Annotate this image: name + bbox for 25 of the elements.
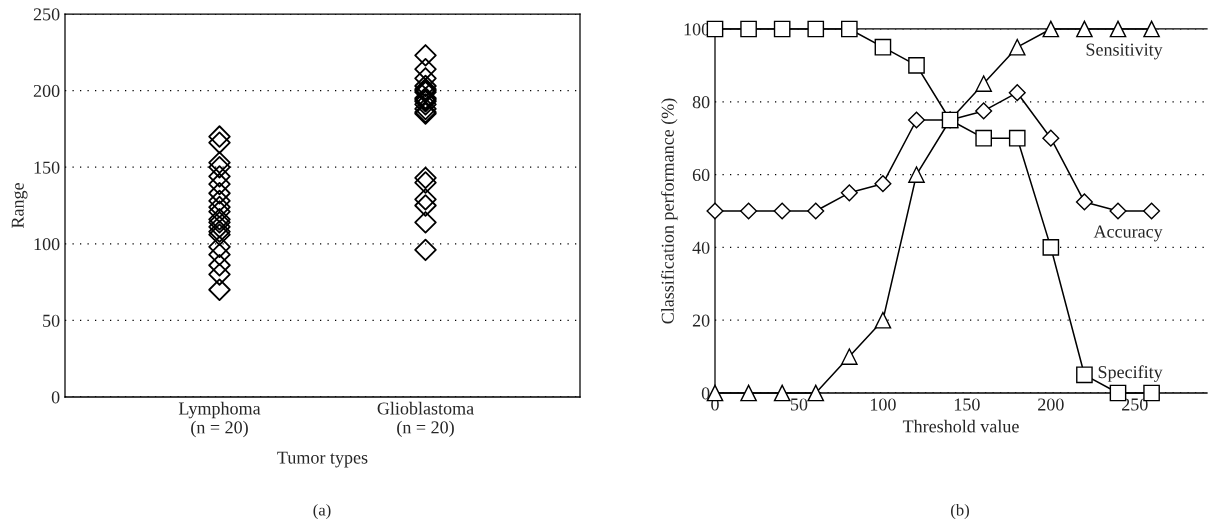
y-axis-title: Range	[11, 183, 28, 229]
y-tick-label: 150	[34, 161, 60, 174]
x-tick-label: 50	[790, 398, 808, 411]
series-label: Specifity	[1098, 365, 1163, 382]
series-label: Sensitivity	[1086, 43, 1163, 60]
y-tick-label: 100	[34, 238, 60, 251]
y-tick-label: 50	[43, 314, 60, 327]
x-tick-label: 200	[1038, 398, 1064, 411]
x-tick-label: 150	[954, 398, 980, 411]
x-tick-label: 100	[870, 398, 896, 411]
y-tick-label: 60	[692, 168, 710, 182]
x-tick-label: Lymphoma (n = 20)	[178, 401, 261, 438]
y-tick-label: 200	[33, 84, 60, 98]
x-tick-label: Glioblastoma (n = 20)	[377, 401, 474, 438]
text: (a)	[313, 503, 331, 519]
y-tick-label: 40	[692, 241, 710, 254]
y-tick-label: 0	[701, 387, 710, 400]
series-label: Accuracy	[1093, 225, 1163, 242]
y-tick-label: 80	[692, 96, 710, 109]
y-axis-title: Classification performance (%)	[660, 98, 678, 324]
y-tick-label: 250	[33, 8, 60, 21]
x-axis-title: Tumor types	[277, 451, 368, 468]
text: (b)	[951, 503, 969, 519]
x-axis-title: Threshold value	[902, 419, 1019, 433]
y-tick-label: 20	[692, 314, 710, 327]
